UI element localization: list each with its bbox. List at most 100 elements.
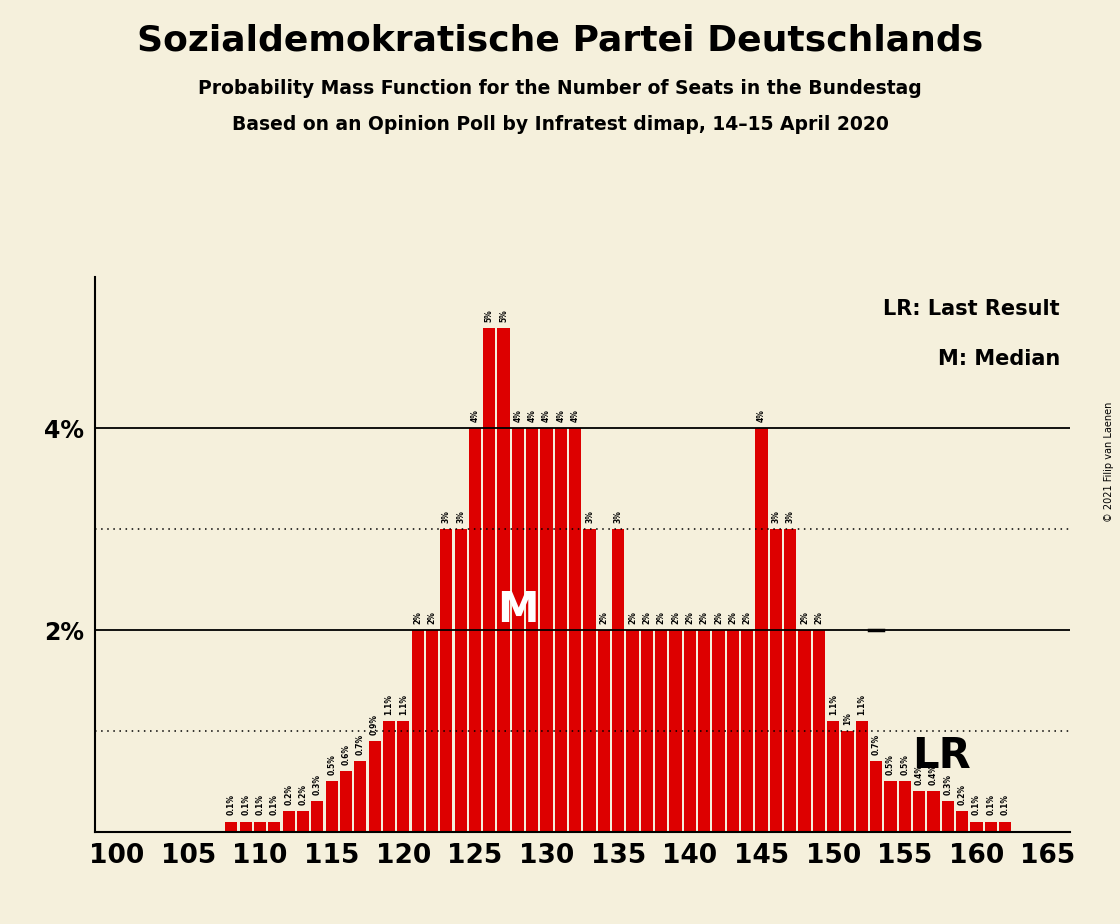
Bar xyxy=(426,630,438,832)
Bar xyxy=(339,772,352,832)
Text: 2%: 2% xyxy=(428,611,437,624)
Text: 1.1%: 1.1% xyxy=(829,694,838,714)
Bar xyxy=(885,781,897,832)
Text: 2%: 2% xyxy=(728,611,737,624)
Text: 2%: 2% xyxy=(700,611,709,624)
Bar xyxy=(942,801,954,832)
Bar xyxy=(813,630,825,832)
Bar xyxy=(655,630,668,832)
Bar xyxy=(254,821,267,832)
Text: 0.4%: 0.4% xyxy=(928,764,937,785)
Text: Based on an Opinion Poll by Infratest dimap, 14–15 April 2020: Based on an Opinion Poll by Infratest di… xyxy=(232,116,888,135)
Text: 4%: 4% xyxy=(470,409,479,422)
Text: 2%: 2% xyxy=(814,611,823,624)
Bar xyxy=(970,821,982,832)
Bar xyxy=(641,630,653,832)
Text: 3%: 3% xyxy=(441,510,450,523)
Text: 0.3%: 0.3% xyxy=(943,774,952,796)
Bar xyxy=(984,821,997,832)
Text: 4%: 4% xyxy=(542,409,551,422)
Text: 0.2%: 0.2% xyxy=(284,784,293,806)
Bar xyxy=(856,721,868,832)
Text: 0.1%: 0.1% xyxy=(972,795,981,816)
Text: 2%: 2% xyxy=(743,611,752,624)
Bar xyxy=(526,429,539,832)
Text: 2%: 2% xyxy=(715,611,724,624)
Bar xyxy=(626,630,638,832)
Text: 1%: 1% xyxy=(843,711,852,724)
Text: 4%: 4% xyxy=(757,409,766,422)
Bar xyxy=(870,761,883,832)
Text: LR: LR xyxy=(912,735,971,777)
Bar xyxy=(326,781,338,832)
Text: 2%: 2% xyxy=(643,611,652,624)
Text: 0.5%: 0.5% xyxy=(886,754,895,775)
Bar xyxy=(497,328,510,832)
Bar xyxy=(670,630,682,832)
Bar xyxy=(225,821,237,832)
Bar xyxy=(769,529,782,832)
Bar xyxy=(698,630,710,832)
Bar xyxy=(240,821,252,832)
Bar xyxy=(913,791,925,832)
Text: 0.1%: 0.1% xyxy=(227,795,236,816)
Text: 0.1%: 0.1% xyxy=(255,795,264,816)
Bar xyxy=(483,328,495,832)
Text: 4%: 4% xyxy=(571,409,580,422)
Text: 2%: 2% xyxy=(656,611,665,624)
Text: 4%: 4% xyxy=(557,409,566,422)
Text: Probability Mass Function for the Number of Seats in the Bundestag: Probability Mass Function for the Number… xyxy=(198,79,922,98)
Bar xyxy=(827,721,839,832)
Bar xyxy=(368,741,381,832)
Bar xyxy=(383,721,395,832)
Text: Sozialdemokratische Partei Deutschlands: Sozialdemokratische Partei Deutschlands xyxy=(137,23,983,57)
Text: 1.1%: 1.1% xyxy=(399,694,408,714)
Bar xyxy=(569,429,581,832)
Bar xyxy=(799,630,811,832)
Text: 3%: 3% xyxy=(456,510,465,523)
Text: 4%: 4% xyxy=(513,409,522,422)
Text: 0.3%: 0.3% xyxy=(312,774,321,796)
Bar xyxy=(956,811,968,832)
Bar xyxy=(297,811,309,832)
Bar xyxy=(541,429,552,832)
Bar xyxy=(999,821,1011,832)
Text: 0.7%: 0.7% xyxy=(871,734,880,755)
Text: 3%: 3% xyxy=(585,510,594,523)
Text: 3%: 3% xyxy=(772,510,781,523)
Bar xyxy=(440,529,452,832)
Text: 3%: 3% xyxy=(785,510,795,523)
Text: 2%: 2% xyxy=(628,611,637,624)
Text: 0.9%: 0.9% xyxy=(370,714,380,735)
Text: 2%: 2% xyxy=(671,611,680,624)
Text: 0.6%: 0.6% xyxy=(342,744,351,765)
Bar xyxy=(554,429,567,832)
Text: 5%: 5% xyxy=(485,309,494,322)
Text: 0.2%: 0.2% xyxy=(298,784,308,806)
Text: 0.5%: 0.5% xyxy=(900,754,909,775)
Bar xyxy=(584,529,596,832)
Text: 5%: 5% xyxy=(500,309,508,322)
Text: 4%: 4% xyxy=(528,409,536,422)
Bar xyxy=(684,630,696,832)
Text: 1.1%: 1.1% xyxy=(384,694,393,714)
Text: LR: Last Result: LR: Last Result xyxy=(884,299,1060,320)
Text: 0.4%: 0.4% xyxy=(915,764,924,785)
Bar xyxy=(354,761,366,832)
Bar xyxy=(841,731,853,832)
Text: 0.1%: 0.1% xyxy=(270,795,279,816)
Bar xyxy=(613,529,624,832)
Text: 2%: 2% xyxy=(413,611,422,624)
Bar xyxy=(784,529,796,832)
Text: 0.7%: 0.7% xyxy=(356,734,365,755)
Bar xyxy=(311,801,324,832)
Text: 0.1%: 0.1% xyxy=(1000,795,1009,816)
Bar xyxy=(898,781,911,832)
Text: 3%: 3% xyxy=(614,510,623,523)
Text: 0.2%: 0.2% xyxy=(958,784,967,806)
Bar xyxy=(598,630,610,832)
Text: M: M xyxy=(497,589,539,631)
Bar xyxy=(512,429,524,832)
Bar xyxy=(727,630,739,832)
Bar xyxy=(455,529,467,832)
